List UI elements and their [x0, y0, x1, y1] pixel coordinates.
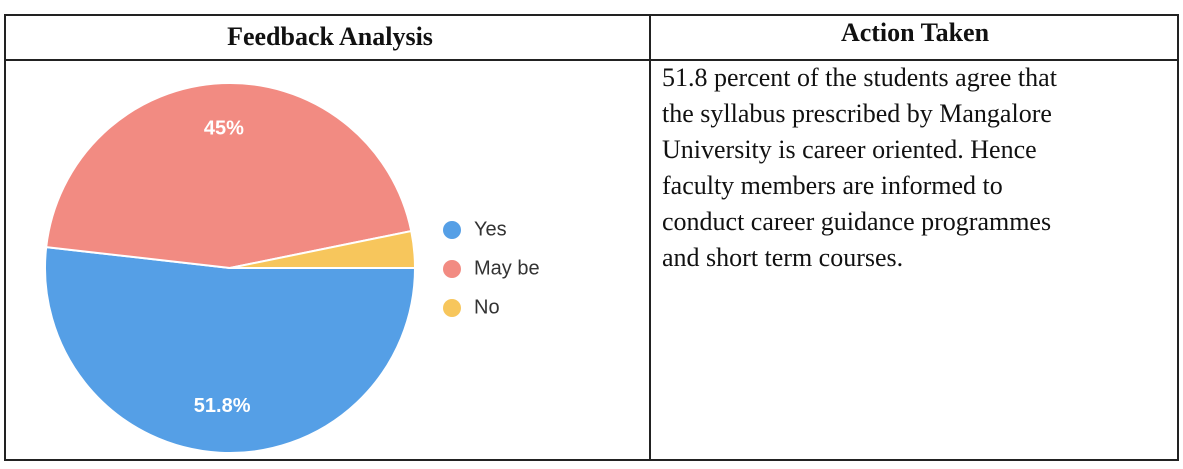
- table-border: [4, 14, 1179, 461]
- header-cell: Feedback Analysis: [227, 22, 433, 51]
- action-text: and short term courses.: [662, 243, 903, 272]
- action-text: 51.8 percent of the students agree that: [662, 63, 1058, 92]
- slice-label: 51.8%: [194, 395, 251, 417]
- legend-swatch: [443, 260, 461, 278]
- action-text: faculty members are informed to: [662, 171, 1003, 200]
- action-text: University is career oriented. Hence: [662, 135, 1037, 164]
- action-text: the syllabus prescribed by Mangalore: [662, 99, 1052, 128]
- legend-swatch: [443, 221, 461, 239]
- pie-slice: [45, 82, 413, 270]
- pie-slice: [229, 229, 417, 269]
- pie-slice: [44, 246, 417, 454]
- legend-label: May be: [474, 257, 540, 279]
- legend-label: Yes: [474, 218, 507, 240]
- header-cell: Action Taken: [841, 18, 990, 47]
- legend-swatch: [443, 299, 461, 317]
- action-text: conduct career guidance programmes: [662, 207, 1051, 236]
- slice-label: 45%: [204, 118, 244, 140]
- legend-label: No: [474, 296, 500, 318]
